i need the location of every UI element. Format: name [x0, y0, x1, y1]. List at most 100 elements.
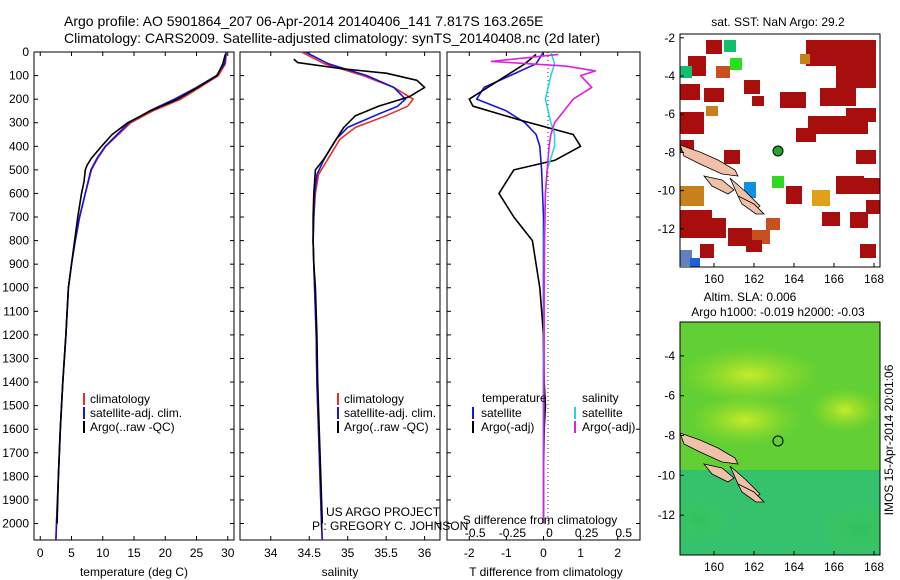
- x-tick-label: -1: [501, 546, 512, 560]
- map-y-tick-label: -6: [664, 389, 675, 403]
- sst-cell: [680, 84, 700, 100]
- map-x-tick-label: 164: [784, 560, 804, 574]
- depth-tick-label: 1400: [2, 375, 29, 389]
- series-line-s-argo-adj-: [490, 53, 597, 524]
- sst-cells: [680, 40, 880, 267]
- sla-map-frame: [679, 321, 881, 556]
- depth-tick-label: 1600: [2, 422, 29, 436]
- x-tick-label: 30: [221, 546, 235, 560]
- imos-side-label: IMOS 15-Apr-2014 20:01:06: [882, 364, 896, 515]
- depth-tick-label: 200: [9, 92, 29, 106]
- legend-label-t-satellite: satellite: [481, 406, 522, 420]
- island: [737, 195, 765, 215]
- x-tick-label: 36: [418, 546, 432, 560]
- x-tick-label: 1: [577, 546, 584, 560]
- sst-map-frame: [679, 33, 881, 268]
- x-tick-label: 10: [96, 546, 110, 560]
- depth-tick-label: 100: [9, 69, 29, 83]
- salinity-axes: [239, 51, 441, 541]
- depth-tick-label: 1100: [3, 304, 29, 318]
- s-diff-tick-label: 0.5: [615, 526, 632, 540]
- temperature-axes: [33, 51, 235, 541]
- sst-cell: [680, 186, 704, 206]
- map-x-tick-label: 162: [744, 272, 764, 286]
- x-tick-label: 35.5: [374, 546, 398, 560]
- legend-label-satellite: satellite-adj. clim.: [90, 406, 182, 420]
- s-difference-axis-label: S difference from climatology: [463, 513, 618, 527]
- map-x-tick-label: 162: [744, 560, 764, 574]
- sst-cell: [730, 58, 742, 70]
- sst-cell: [866, 200, 880, 214]
- sst-cell: [706, 106, 718, 116]
- x-tick-label: 35: [341, 546, 355, 560]
- depth-tick-label: 1700: [2, 446, 29, 460]
- sst-cell: [724, 40, 736, 52]
- sst-islands: [680, 144, 765, 215]
- map-x-tick-label: 160: [704, 560, 724, 574]
- x-tick-label: 15: [127, 546, 141, 560]
- sla-high: [810, 388, 880, 432]
- t-difference-axis-label: T difference from climatology: [469, 565, 623, 579]
- map-x-tick-label: 166: [824, 560, 844, 574]
- map-y-tick-label: -12: [658, 508, 676, 522]
- legend-label-t-argo: Argo(-adj): [481, 420, 534, 434]
- map-y-tick-label: -4: [664, 349, 675, 363]
- series-line-climatology: [55, 52, 228, 540]
- sst-cell: [746, 240, 762, 252]
- sst-cell: [766, 218, 780, 230]
- sst-cell: [724, 150, 740, 164]
- x-tick-label: 20: [159, 546, 173, 560]
- island: [702, 175, 735, 195]
- sst-cell: [780, 92, 806, 108]
- map-y-tick-label: -12: [658, 222, 676, 236]
- sst-cell: [700, 244, 714, 258]
- sst-cell: [850, 212, 868, 228]
- temperature-x-axis: 0 5 10 15 20 25 30: [37, 52, 235, 560]
- salinity-legend: climatology satellite-adj. clim. Argo(..…: [337, 392, 436, 434]
- map-y-tick-label: -8: [664, 145, 675, 159]
- figure-title-line2: Climatology: CARS2009. Satellite-adjuste…: [64, 30, 600, 46]
- map-x-tick-label: 168: [864, 272, 884, 286]
- map-x-tick-label: 164: [784, 272, 804, 286]
- sst-cell: [752, 96, 764, 106]
- sst-cell: [712, 218, 726, 238]
- legend-title-salinity: salinity: [582, 391, 619, 405]
- x-tick-label: 25: [190, 546, 204, 560]
- argo-position-marker: [772, 435, 784, 447]
- depth-axis: 0 100 200 300 400 500 600 700 800 900 1000 1100 1200…: [2, 45, 640, 530]
- series-line-t-satellite: [475, 52, 545, 524]
- s-diff-tick-label: 0.25: [575, 526, 599, 540]
- sla-high: [690, 395, 800, 445]
- series-line-argo-raw-qc-: [293, 58, 426, 524]
- sst-cell: [786, 186, 802, 204]
- sla-islands: [680, 432, 765, 503]
- difference-series: [468, 52, 597, 540]
- sst-cell: [822, 212, 840, 226]
- legend-label-s-argo: Argo(-adj): [582, 420, 635, 434]
- depth-tick-label: 1200: [2, 328, 29, 342]
- sst-cell: [680, 112, 704, 134]
- sst-cell: [744, 80, 760, 94]
- project-label: US ARGO PROJECT: [326, 505, 441, 519]
- temperature-legend: climatology satellite-adj. clim. Argo(..…: [83, 392, 182, 434]
- sst-cell: [812, 190, 830, 206]
- sst-cell: [680, 210, 712, 238]
- map-y-tick-label: -6: [664, 107, 675, 121]
- legend-label-climatology: climatology: [344, 392, 404, 406]
- sst-cell: [800, 54, 810, 64]
- difference-legend: temperature salinity satellite Argo(-adj…: [472, 391, 635, 434]
- depth-tick-label: 500: [9, 163, 29, 177]
- sst-cell: [806, 40, 876, 66]
- depth-tick-label: 1000: [2, 281, 29, 295]
- map-y-tick-label: -10: [658, 184, 676, 198]
- sla-map: [680, 322, 880, 555]
- island: [702, 463, 735, 483]
- island: [680, 144, 739, 177]
- salinity-x-axis: 34 34.5 35 35.5 36: [264, 52, 432, 560]
- depth-tick-label: 2000: [2, 516, 29, 530]
- map-x-tick-label: 166: [824, 272, 844, 286]
- sst-cell: [772, 176, 784, 188]
- series-line-climatology: [301, 52, 414, 540]
- temperature-series: [55, 52, 228, 540]
